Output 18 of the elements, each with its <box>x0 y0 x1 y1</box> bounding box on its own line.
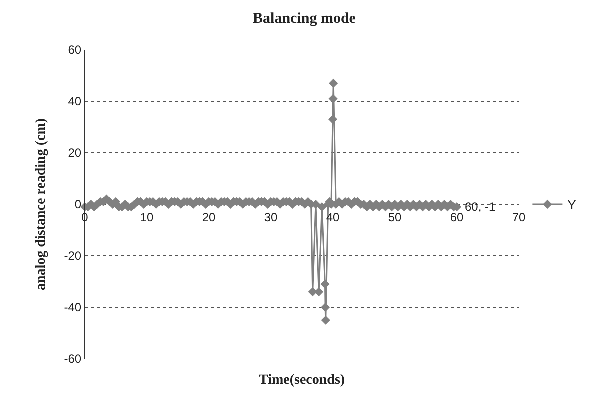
y-tick-label: 40 <box>68 94 82 109</box>
legend-label: Y <box>568 198 577 213</box>
y-tick-label: -40 <box>64 300 82 315</box>
x-tick-label: 10 <box>140 210 154 224</box>
x-axis-title: Time(seconds) <box>259 373 346 388</box>
x-tick-label: 60 <box>450 210 464 224</box>
annotation: 60, -1 <box>465 200 496 214</box>
y-tick-label: 20 <box>68 146 82 160</box>
x-tick-label: 30 <box>264 210 278 224</box>
y-tick-label: 0 <box>74 198 82 212</box>
y-tick-label: -20 <box>64 249 82 264</box>
chart-title: Balancing mode <box>253 10 356 27</box>
y-tick-label: 60 <box>68 43 82 58</box>
y-axis-title: analog distance reading (cm) <box>34 118 49 291</box>
y-tick-label: -60 <box>64 352 82 366</box>
x-tick-label: 50 <box>388 210 402 224</box>
x-tick-label: 70 <box>512 210 526 224</box>
x-tick-label: 20 <box>202 210 216 224</box>
